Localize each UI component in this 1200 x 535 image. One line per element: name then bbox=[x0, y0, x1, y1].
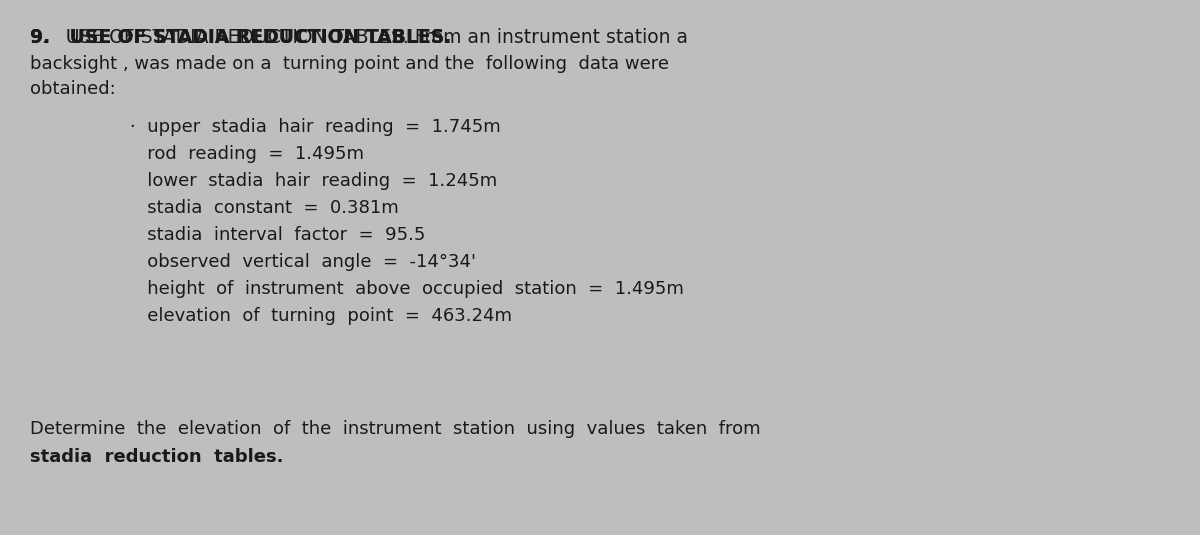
Text: ·  upper  stadia  hair  reading  =  1.745m: · upper stadia hair reading = 1.745m bbox=[130, 118, 500, 136]
Text: 9.   USE OF STADIA REDUCTION TABLES.: 9. USE OF STADIA REDUCTION TABLES. bbox=[30, 28, 451, 47]
Text: obtained:: obtained: bbox=[30, 80, 115, 98]
Text: stadia  reduction  tables.: stadia reduction tables. bbox=[30, 448, 283, 466]
Text: 9.   USE OF STADIA REDUCTION TABLES.: 9. USE OF STADIA REDUCTION TABLES. bbox=[30, 28, 451, 47]
Text: rod  reading  =  1.495m: rod reading = 1.495m bbox=[130, 145, 364, 163]
Text: Determine  the  elevation  of  the  instrument  station  using  values  taken  f: Determine the elevation of the instrumen… bbox=[30, 420, 761, 438]
Text: lower  stadia  hair  reading  =  1.245m: lower stadia hair reading = 1.245m bbox=[130, 172, 497, 190]
Text: elevation  of  turning  point  =  463.24m: elevation of turning point = 463.24m bbox=[130, 307, 512, 325]
Text: stadia  constant  =  0.381m: stadia constant = 0.381m bbox=[130, 199, 398, 217]
Text: 9.   USE OF STADIA REDUCTION TABLES. From an instrument station a: 9. USE OF STADIA REDUCTION TABLES. From … bbox=[30, 28, 688, 47]
Text: observed  vertical  angle  =  -14°34': observed vertical angle = -14°34' bbox=[130, 253, 476, 271]
Text: stadia  interval  factor  =  95.5: stadia interval factor = 95.5 bbox=[130, 226, 425, 244]
Text: backsight , was made on a  turning point and the  following  data were: backsight , was made on a turning point … bbox=[30, 55, 670, 73]
Text: height  of  instrument  above  occupied  station  =  1.495m: height of instrument above occupied stat… bbox=[130, 280, 684, 298]
